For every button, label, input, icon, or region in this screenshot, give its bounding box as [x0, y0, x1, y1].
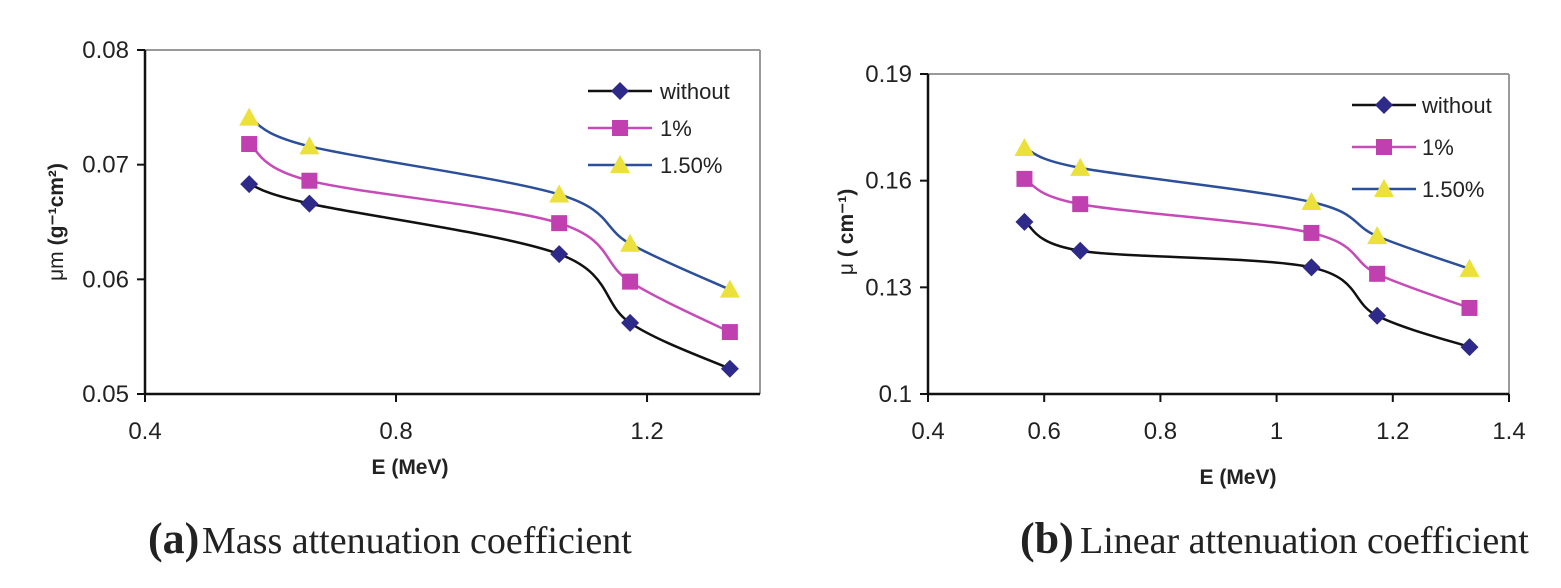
y-tick-label: 0.13	[865, 274, 912, 301]
data-point-triangle	[719, 279, 740, 298]
x-tick-label: 1.4	[1492, 418, 1525, 445]
legend-marker-triangle	[610, 155, 630, 173]
caption-text: Mass attenuation coefficient	[202, 520, 632, 562]
x-tick-label: 0.6	[1028, 418, 1061, 445]
data-point-square	[622, 273, 639, 290]
series-line	[1023, 220, 1470, 349]
y-tick-label: 0.08	[82, 37, 129, 64]
data-point-square	[1016, 170, 1033, 187]
legend: without 1% 1.50%	[588, 79, 730, 178]
data-point-square	[241, 136, 258, 153]
x-tick-label: 1.2	[1376, 418, 1409, 445]
data-point-square	[551, 215, 568, 232]
legend-label: without	[659, 79, 730, 104]
data-point-diamond	[300, 194, 319, 213]
data-point-square	[721, 324, 738, 341]
legend-marker-diamond	[611, 82, 629, 100]
x-tick-label: 0.8	[1144, 418, 1177, 445]
y-axis-symbol: μm	[45, 251, 68, 281]
data-point-triangle	[1301, 192, 1322, 210]
series-without	[1015, 212, 1479, 357]
y-tick-label: 0.16	[865, 168, 912, 195]
y-tick-label: 0.07	[82, 152, 129, 179]
series-line	[248, 142, 731, 334]
data-point-diamond	[1071, 241, 1090, 260]
chart-a: 0.05 0.06 0.07 0.08 0.4 0.8 1.2 E (MeV) μm (g⁻¹cm…	[45, 37, 761, 563]
legend-label: 1%	[660, 116, 692, 141]
data-point-triangle	[239, 107, 260, 126]
caption-text: Linear attenuation coefficient	[1080, 520, 1529, 562]
data-point-triangle	[1014, 137, 1035, 156]
legend-marker-square	[1376, 139, 1392, 155]
series-1.50%	[239, 107, 740, 298]
legend: without 1% 1.50%	[1352, 93, 1492, 202]
legend-marker-triangle	[1374, 179, 1394, 197]
data-point-square	[1303, 224, 1320, 241]
data-point-triangle	[1070, 157, 1091, 176]
x-axis-title: E (MeV)	[1199, 466, 1276, 489]
caption-letter: (b)	[1020, 514, 1074, 563]
data-point-triangle	[1367, 226, 1388, 245]
data-point-triangle	[299, 136, 320, 155]
legend-label: 1.50%	[660, 153, 722, 178]
y-tick-label: 0.06	[82, 266, 129, 293]
legend-marker-square	[612, 120, 628, 136]
y-axis-unit: ( cm⁻¹)	[835, 189, 858, 257]
caption-letter: (a)	[148, 514, 199, 563]
data-point-diamond	[1460, 338, 1479, 357]
data-point-square	[1461, 299, 1478, 316]
legend-marker-diamond	[1375, 96, 1393, 114]
data-point-diamond	[720, 359, 739, 378]
data-point-diamond	[550, 245, 569, 264]
data-point-diamond	[1368, 306, 1387, 325]
data-point-triangle	[549, 184, 570, 203]
data-point-diamond	[240, 175, 259, 194]
legend-label: 1.50%	[1422, 177, 1484, 202]
y-axis-symbol: μ	[835, 263, 858, 275]
x-tick-label: 1	[1270, 418, 1283, 445]
data-point-square	[1369, 265, 1386, 282]
series-line	[248, 182, 731, 370]
data-point-diamond	[1302, 258, 1321, 277]
x-tick-label: 0.8	[379, 418, 412, 445]
series-1%	[1016, 170, 1478, 316]
chart-b: 0.1 0.13 0.16 0.19 0.4 0.6 0.8 1 1.2 1.4 E (MeV) μ (…	[835, 61, 1529, 563]
y-axis-unit: (g⁻¹cm²)	[45, 163, 68, 245]
y-axis-title: μ ( cm⁻¹)	[835, 189, 858, 275]
legend-label: without	[1421, 93, 1492, 118]
data-point-square	[1072, 196, 1089, 213]
series-1%	[241, 136, 738, 341]
data-point-square	[301, 172, 318, 189]
data-point-diamond	[621, 313, 640, 332]
x-tick-label: 0.4	[128, 418, 161, 445]
legend-label: 1%	[1422, 135, 1454, 160]
x-tick-label: 1.2	[630, 418, 663, 445]
data-point-triangle	[1459, 258, 1480, 277]
series-line	[248, 116, 731, 291]
x-tick-label: 0.4	[911, 418, 944, 445]
y-tick-label: 0.1	[879, 381, 912, 408]
data-point-triangle	[620, 233, 641, 252]
y-tick-label: 0.05	[82, 381, 129, 408]
y-tick-label: 0.19	[865, 61, 912, 88]
y-axis-title: μm (g⁻¹cm²)	[45, 163, 68, 281]
series-line	[1023, 177, 1470, 310]
series-line	[1023, 146, 1470, 271]
series-1.50%	[1014, 137, 1480, 277]
data-point-diamond	[1015, 212, 1034, 231]
x-axis-title: E (MeV)	[371, 456, 448, 479]
series-without	[240, 175, 739, 378]
